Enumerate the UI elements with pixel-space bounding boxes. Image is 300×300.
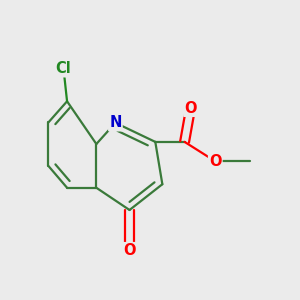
Text: O: O	[209, 154, 221, 169]
Text: O: O	[184, 101, 197, 116]
Text: O: O	[123, 243, 136, 258]
Text: Cl: Cl	[56, 61, 71, 76]
Text: N: N	[109, 115, 122, 130]
